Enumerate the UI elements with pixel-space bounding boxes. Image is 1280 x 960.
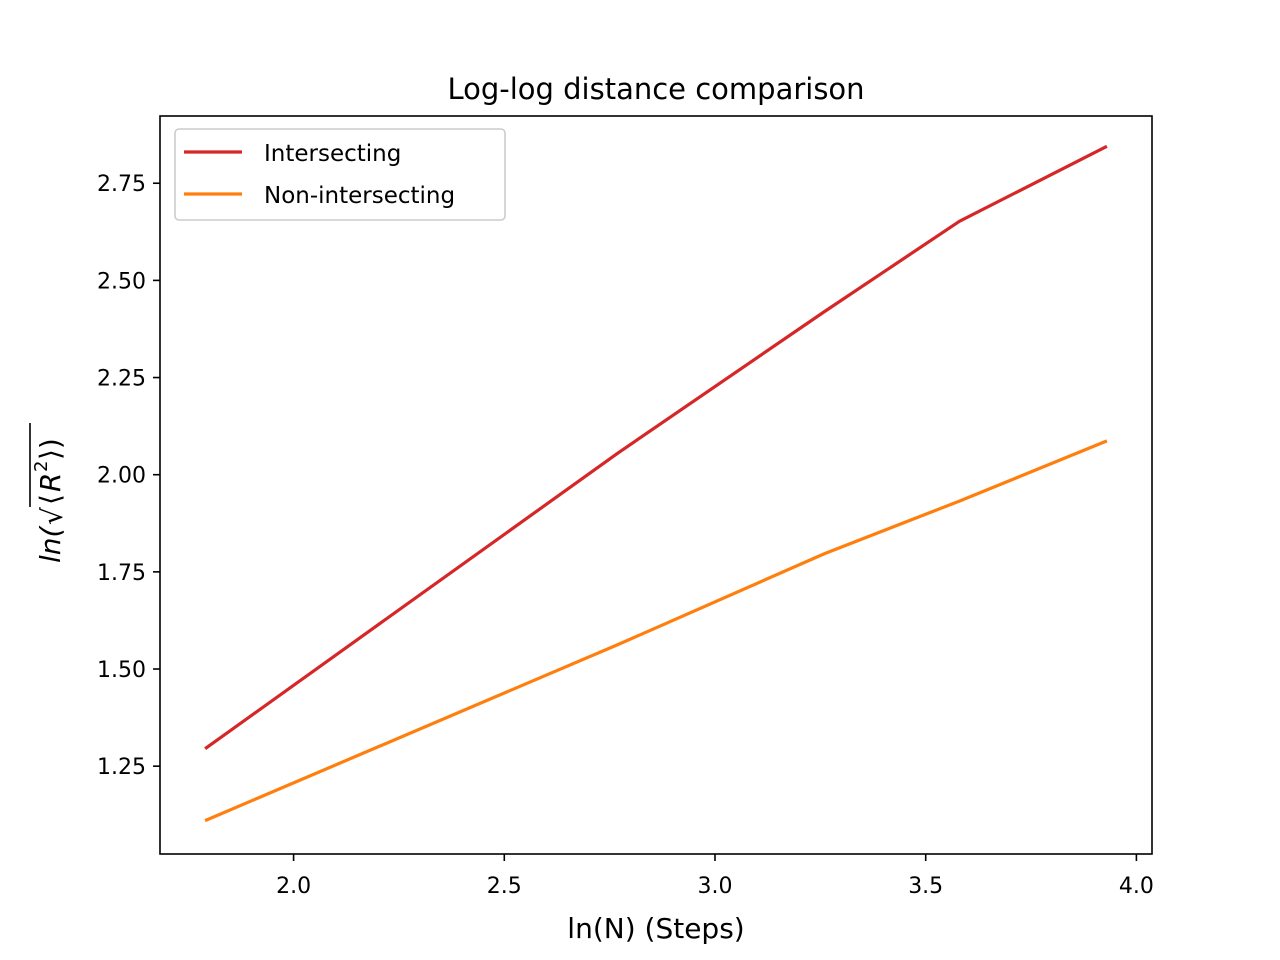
x-tick-label: 2.0 <box>276 874 311 899</box>
legend-label-2: Non-intersecting <box>264 183 455 209</box>
series-line-2 <box>204 439 1108 823</box>
y-axis-title-close: ⟩) <box>34 438 67 460</box>
y-axis-title-radical: √ <box>36 507 69 525</box>
x-axis-ticks: 2.0 2.5 3.0 3.5 4.0 <box>276 854 1154 899</box>
x-tick-label: 2.5 <box>487 874 522 899</box>
x-tick-label: 4.0 <box>1119 874 1154 899</box>
y-tick-label: 2.00 <box>97 464 146 489</box>
series-layer <box>204 144 1108 823</box>
x-tick-label: 3.5 <box>908 874 943 899</box>
y-tick-label: 1.25 <box>97 755 146 780</box>
plot-frame <box>159 115 1153 855</box>
series-line-1 <box>204 144 1108 751</box>
y-axis-title: ln( √ ⟨ R 2 ⟩) <box>29 423 69 563</box>
y-tick-label: 2.25 <box>97 367 146 392</box>
legend-label-1: Intersecting <box>264 141 401 167</box>
chart-title: Log-log distance comparison <box>447 72 864 106</box>
x-tick-label: 3.0 <box>697 874 732 899</box>
legend: Intersecting Non-intersecting <box>174 128 506 221</box>
legend-box <box>174 128 506 221</box>
y-axis-title-variable: R <box>34 473 67 492</box>
y-tick-label: 2.75 <box>97 172 146 197</box>
y-axis-ticks: 1.25 1.50 1.75 2.00 2.25 2.50 2.75 <box>97 172 160 780</box>
y-tick-label: 1.75 <box>97 561 146 586</box>
y-tick-label: 2.50 <box>97 269 146 294</box>
y-tick-label: 1.50 <box>97 658 146 683</box>
y-axis-title-exponent: 2 <box>31 461 52 472</box>
y-axis-title-open: ⟨ <box>34 494 67 505</box>
x-axis-title: ln(N) (Steps) <box>567 912 744 945</box>
y-axis-title-prefix: ln( <box>34 525 67 563</box>
